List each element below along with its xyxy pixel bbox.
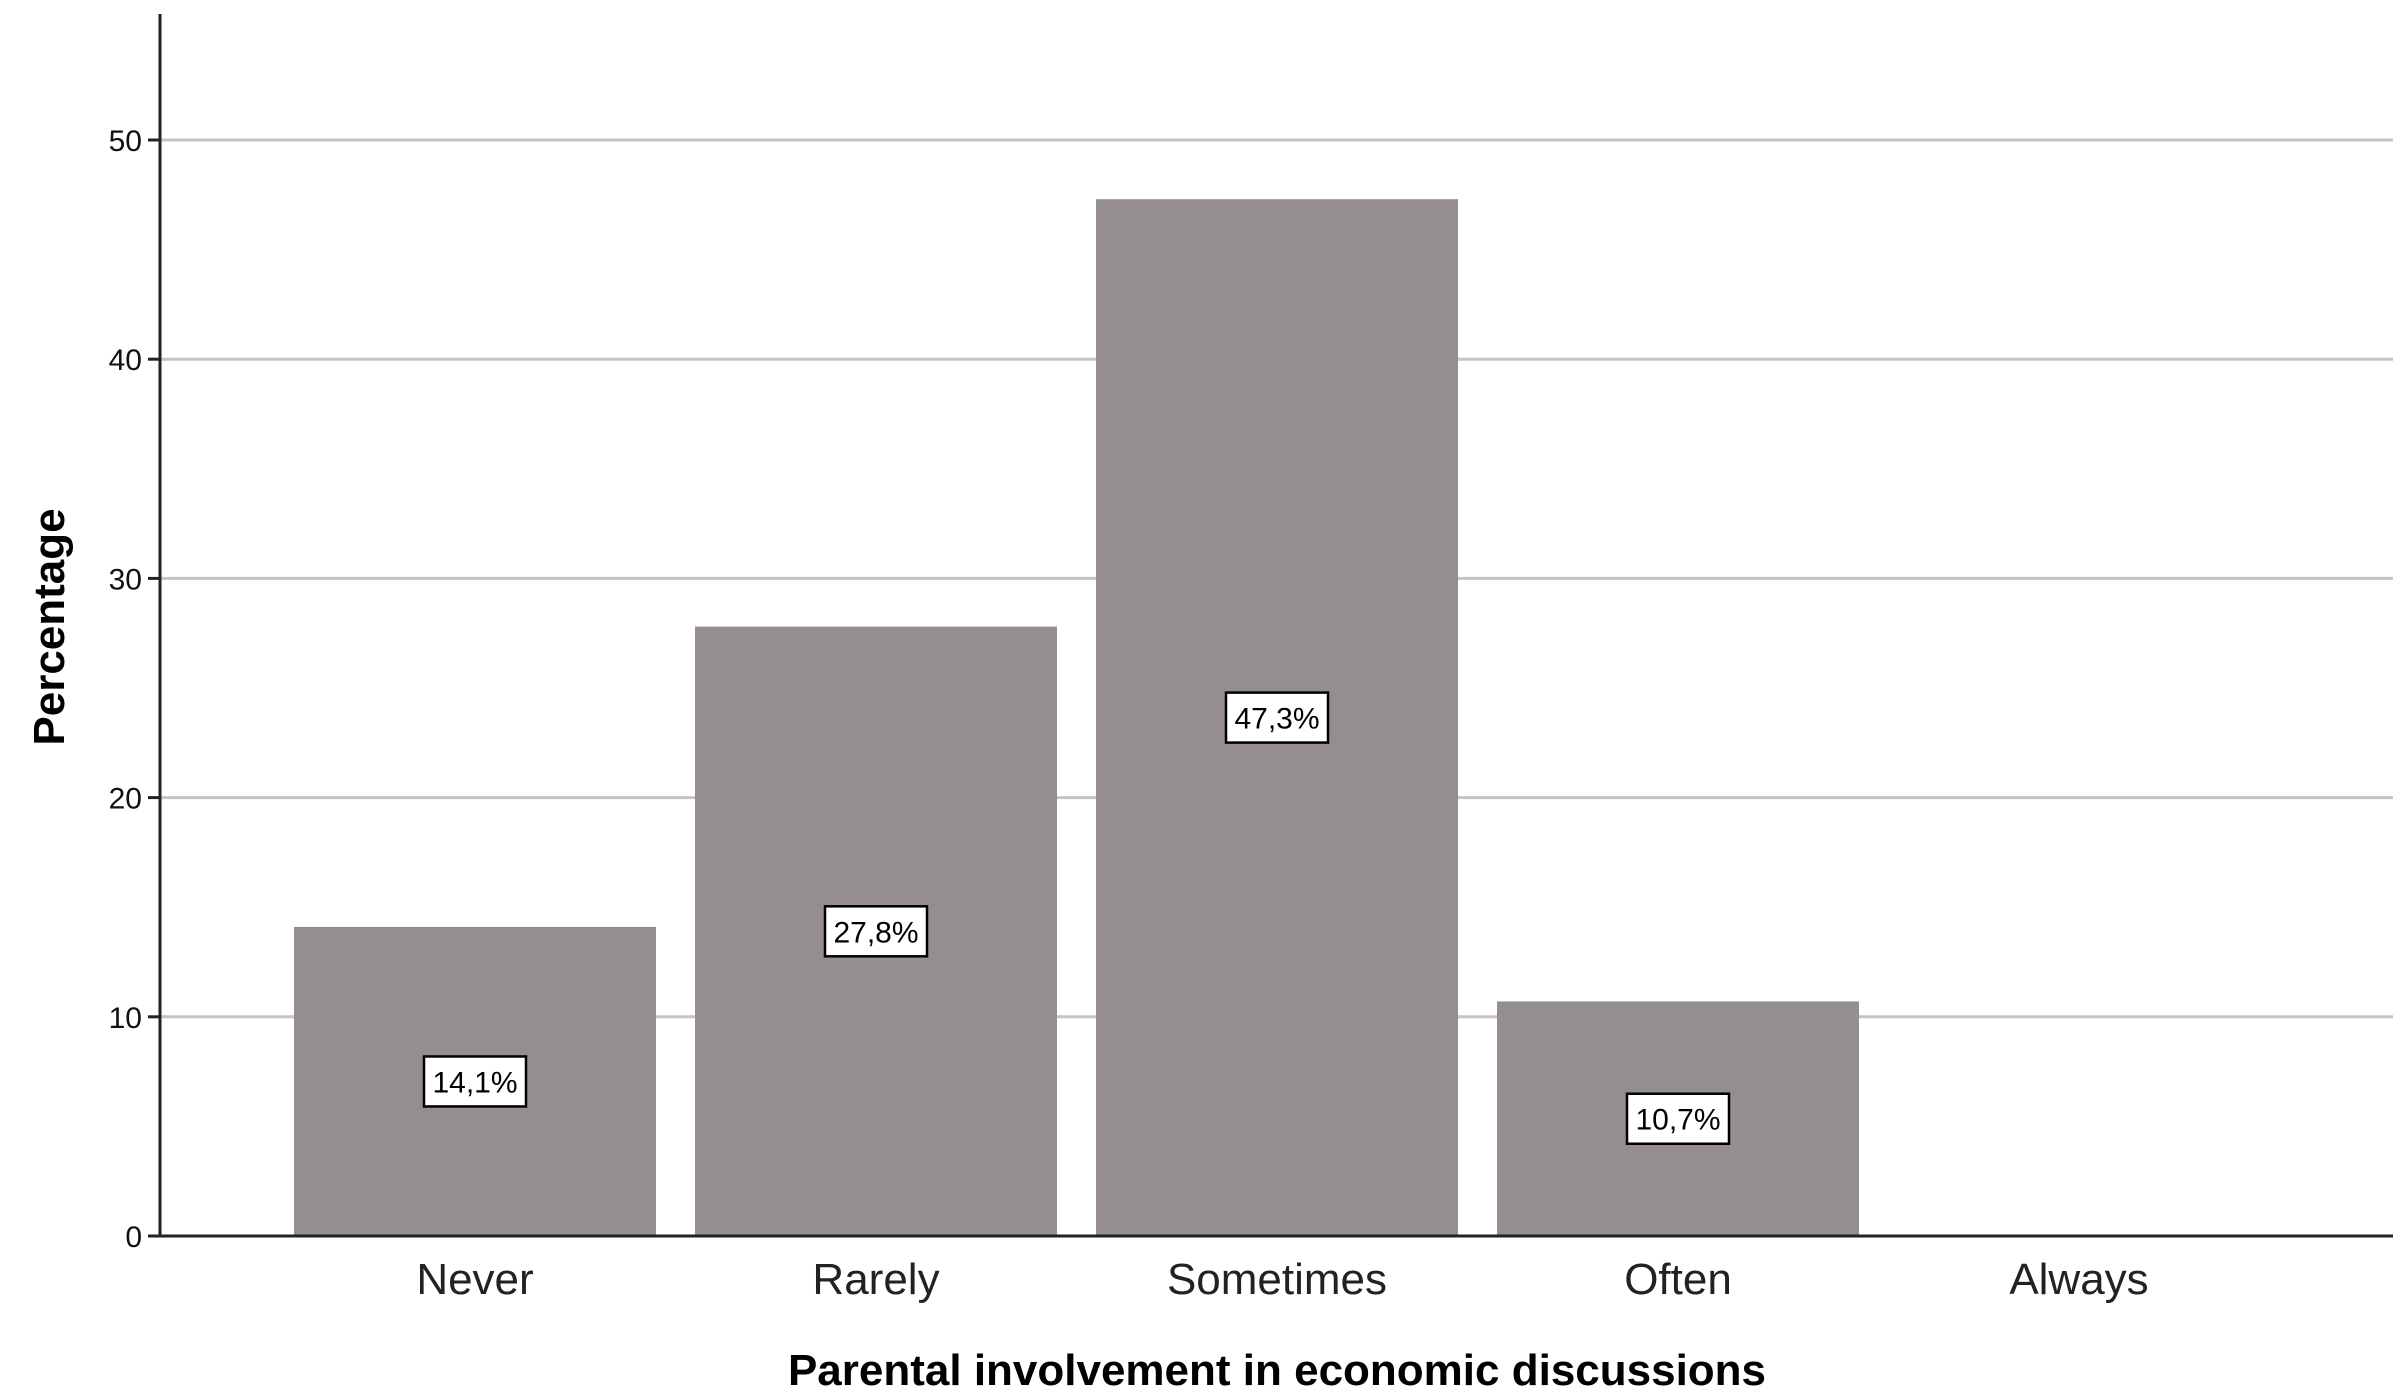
x-tick-label: Never [416, 1255, 533, 1304]
x-tick-label: Sometimes [1167, 1255, 1387, 1304]
y-tick-label: 10 [109, 1002, 142, 1035]
x-axis-title: Parental involvement in economic discuss… [788, 1346, 1766, 1394]
y-tick-label: 40 [109, 344, 142, 377]
y-axis-title: Percentage [25, 508, 74, 745]
x-tick-label: Always [2009, 1255, 2148, 1304]
data-label-box [1224, 691, 1330, 744]
y-tick-label: 0 [125, 1221, 142, 1254]
x-tick-label: Rarely [812, 1255, 939, 1304]
x-tick-label: Often [1624, 1255, 1732, 1304]
axes [158, 14, 2393, 1238]
data-label: 10,7% [1635, 1104, 1720, 1137]
data-label: 47,3% [1234, 703, 1319, 736]
data-label: 27,8% [833, 916, 918, 949]
x-category-labels: Never Rarely Sometimes Often Always [416, 1255, 2148, 1304]
bars [294, 199, 1859, 1237]
data-labels: 14,1% 27,8% 47,3% 10,7% [422, 691, 1731, 1145]
y-tick-labels: 0 10 20 30 40 50 [109, 125, 160, 1254]
data-label-box [1625, 1092, 1731, 1145]
y-tick-label: 30 [109, 563, 142, 596]
y-tick-label: 20 [109, 783, 142, 816]
data-label-box [422, 1055, 528, 1108]
data-label: 14,1% [432, 1066, 517, 1099]
y-tick-label: 50 [109, 125, 142, 158]
data-label-box [823, 905, 929, 958]
